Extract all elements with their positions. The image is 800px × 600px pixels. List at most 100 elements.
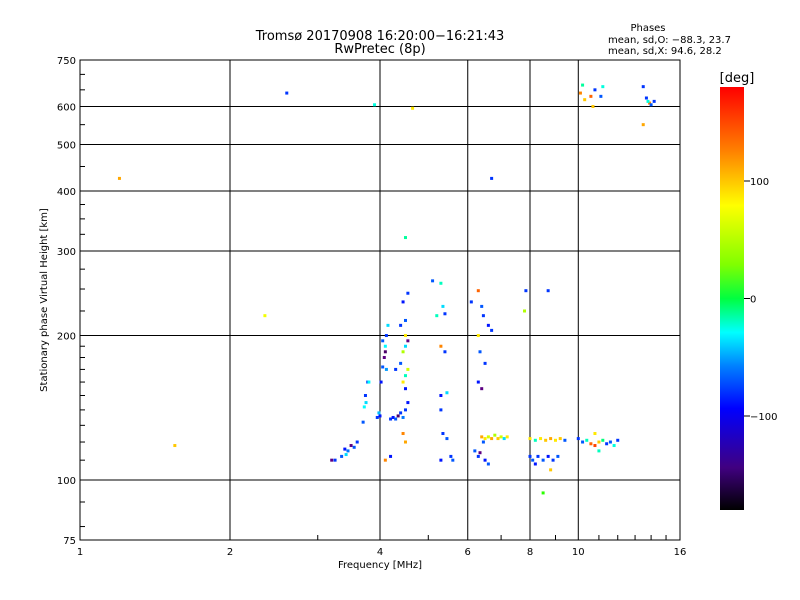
- data-point: [541, 458, 545, 462]
- x-tick-label: 2: [227, 547, 233, 558]
- data-point: [381, 339, 385, 343]
- data-point: [546, 454, 550, 458]
- data-point: [364, 401, 368, 405]
- data-point: [406, 401, 410, 405]
- data-point: [601, 85, 605, 89]
- data-point: [483, 458, 487, 462]
- data-point: [343, 447, 347, 451]
- data-point: [346, 449, 350, 453]
- data-point: [403, 344, 407, 348]
- data-point: [367, 380, 371, 384]
- colorbar-tick-label: 0: [750, 295, 756, 306]
- y-tick-label: 75: [63, 536, 76, 547]
- data-point: [263, 314, 267, 318]
- data-point: [406, 367, 410, 371]
- y-tick-label: 500: [57, 141, 76, 152]
- phase-box-line-x: mean, sd,X: 94.6, 28.2: [608, 46, 722, 57]
- colorbar-label: [deg]: [720, 71, 755, 86]
- plot-frame: [79, 59, 681, 541]
- data-point: [333, 458, 337, 462]
- x-tick-label: 8: [527, 547, 533, 558]
- data-point: [403, 374, 407, 378]
- data-point: [490, 328, 494, 332]
- data-point: [411, 106, 415, 110]
- data-point: [585, 438, 589, 442]
- x-tick-label: 10: [572, 547, 585, 558]
- data-point: [445, 437, 449, 441]
- colorbar-tick-label: 100: [750, 177, 769, 188]
- data-points: [117, 83, 656, 495]
- data-point: [652, 99, 656, 103]
- data-point: [383, 344, 387, 348]
- data-point: [330, 458, 334, 462]
- data-point: [403, 318, 407, 322]
- data-point: [541, 491, 545, 495]
- y-tick-label: 300: [57, 247, 76, 258]
- data-point: [563, 438, 567, 442]
- y-tick-label: 600: [57, 103, 76, 114]
- grid-lines: [80, 60, 680, 540]
- data-point: [481, 440, 485, 444]
- data-point: [556, 454, 560, 458]
- data-point: [401, 350, 405, 354]
- data-point: [641, 85, 645, 89]
- data-point: [473, 449, 477, 453]
- data-point: [451, 458, 455, 462]
- data-point: [499, 435, 503, 439]
- data-point: [349, 444, 353, 448]
- data-point: [375, 415, 379, 419]
- data-point: [505, 435, 509, 439]
- data-point: [641, 123, 645, 127]
- data-point: [439, 394, 443, 398]
- y-tick-label: 100: [57, 476, 76, 487]
- data-point: [528, 437, 532, 441]
- data-point: [480, 304, 484, 308]
- data-point: [383, 458, 387, 462]
- data-point: [401, 415, 405, 419]
- data-point: [478, 451, 482, 455]
- data-point: [493, 433, 497, 437]
- data-point: [483, 437, 487, 441]
- x-tick-label: 6: [465, 547, 471, 558]
- colorbar-ticks: 100 0 −100: [744, 177, 777, 423]
- x-tick-label: 1: [77, 547, 83, 558]
- data-point: [403, 440, 407, 444]
- data-point: [476, 380, 480, 384]
- data-point: [394, 367, 398, 371]
- data-point: [439, 408, 443, 412]
- data-point: [441, 304, 445, 308]
- data-point: [117, 176, 121, 180]
- data-point: [439, 458, 443, 462]
- data-point: [435, 314, 439, 318]
- data-point: [403, 334, 407, 338]
- data-point: [443, 350, 447, 354]
- data-point: [406, 291, 410, 295]
- data-point: [576, 437, 580, 441]
- data-point: [399, 323, 403, 327]
- data-point: [490, 437, 494, 441]
- data-point: [531, 458, 535, 462]
- data-point: [362, 405, 366, 409]
- data-point: [476, 454, 480, 458]
- data-point: [383, 350, 387, 354]
- colorbar-tick-label: −100: [750, 412, 777, 423]
- data-point: [431, 279, 435, 283]
- data-point: [533, 438, 537, 442]
- phase-box-line-o: mean, sd,O: −88.3, 23.7: [608, 35, 731, 46]
- data-point: [355, 440, 359, 444]
- data-point: [528, 454, 532, 458]
- data-point: [384, 367, 388, 371]
- data-point: [589, 94, 593, 98]
- data-point: [646, 99, 650, 103]
- data-point: [285, 91, 289, 95]
- data-point: [344, 453, 348, 457]
- data-point: [439, 281, 443, 285]
- data-point: [605, 442, 609, 446]
- data-point: [401, 300, 405, 304]
- data-point: [597, 440, 601, 444]
- data-point: [403, 236, 407, 240]
- data-point: [558, 437, 562, 441]
- data-point: [379, 380, 383, 384]
- data-point: [481, 314, 485, 318]
